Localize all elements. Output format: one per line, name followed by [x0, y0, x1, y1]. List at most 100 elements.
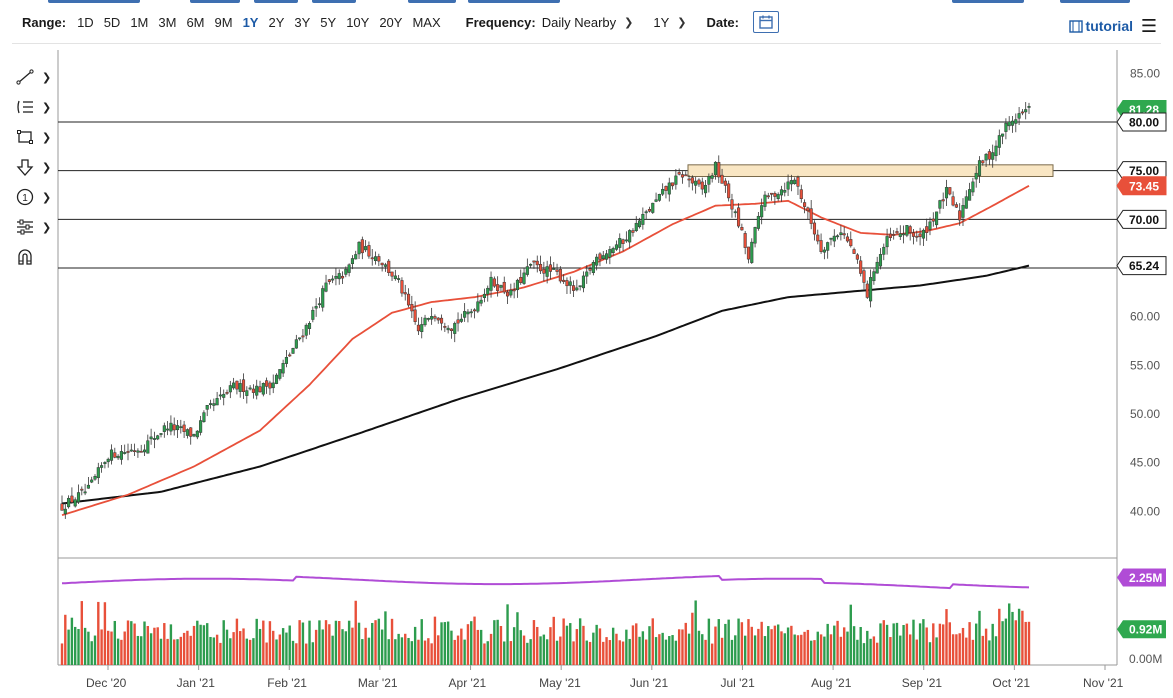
candle-body [496, 284, 500, 291]
candle-body [911, 232, 916, 237]
volume-bar [747, 619, 750, 665]
range-button-10y[interactable]: 10Y [346, 14, 370, 30]
rectangle-tool[interactable]: ❯ [16, 122, 56, 152]
candle-body [796, 176, 800, 187]
calendar-icon[interactable] [753, 11, 779, 33]
volume-bar [473, 616, 476, 665]
volume-bar [437, 635, 440, 665]
volume-bar [598, 628, 602, 665]
candle-body [601, 255, 605, 259]
menu-icon[interactable]: ☰ [1140, 16, 1157, 36]
candle-body [733, 211, 737, 214]
fib-tool[interactable]: ❯ [16, 92, 56, 122]
arrow-down-tool-icon [16, 158, 34, 176]
volume-bar [347, 620, 351, 665]
line-tool[interactable]: ❯ [16, 62, 56, 92]
volume-bar [872, 636, 876, 665]
candle-body [301, 335, 305, 338]
range-button-1d[interactable]: 1D [77, 14, 94, 30]
range-button-20y[interactable]: 20Y [379, 14, 403, 30]
top-tab-stub [468, 0, 560, 3]
candle-body [512, 289, 516, 292]
candle-body [152, 438, 156, 440]
arrow-tool[interactable]: ❯ [16, 152, 56, 182]
y-tick-label: 60.00 [1130, 310, 1160, 324]
candle-body [624, 239, 628, 242]
range-button-2y[interactable]: 2Y [268, 14, 285, 30]
candle-body [859, 260, 863, 274]
range-button-1y[interactable]: 1Y [242, 14, 259, 30]
volume-bar [255, 618, 258, 665]
volume-bar [1027, 621, 1031, 665]
range-button-5y[interactable]: 5Y [320, 14, 337, 30]
candle-body [915, 235, 919, 238]
chevron-down-icon[interactable]: ❯ [624, 16, 634, 29]
candle-body [314, 306, 318, 309]
candle-body [611, 248, 615, 253]
candle-body [558, 268, 562, 282]
volume-badge-label: 2.25M [1129, 571, 1162, 585]
candle-body [466, 311, 470, 315]
settings-tool[interactable]: ❯ [16, 212, 56, 242]
chevron-down-icon[interactable]: ❯ [677, 16, 687, 29]
period-select[interactable]: 1Y [653, 14, 670, 30]
range-button-3y[interactable]: 3Y [294, 14, 311, 30]
volume-bar [182, 632, 186, 665]
info-tool[interactable]: 1 ❯ [16, 182, 56, 212]
candle-body [133, 450, 137, 452]
candle-body [816, 234, 820, 242]
candle-body [119, 451, 123, 460]
candle-body [1001, 133, 1005, 137]
candle-body [265, 380, 269, 387]
volume-bar [750, 626, 753, 665]
volume-bar [143, 621, 146, 665]
candle-body [397, 278, 401, 280]
volume-bar [555, 640, 559, 665]
volume-bar [430, 643, 433, 665]
candle-body [103, 462, 107, 464]
range-button-1m[interactable]: 1M [130, 14, 149, 30]
range-button-max[interactable]: MAX [412, 14, 441, 30]
candle-body [803, 202, 807, 207]
candle-body [109, 449, 114, 461]
candle-body [360, 239, 364, 254]
candle-body [664, 186, 668, 191]
candle-body [400, 280, 404, 294]
volume-bar [126, 620, 130, 665]
candle-body [1010, 120, 1015, 126]
candle-body [192, 434, 196, 437]
volume-bar [456, 635, 460, 665]
volume-bar [674, 640, 678, 665]
magnet-tool[interactable] [16, 242, 56, 272]
volume-bar [509, 641, 513, 665]
candle-body [459, 318, 463, 322]
tutorial-link[interactable]: tutorial [1068, 18, 1133, 34]
candle-body [519, 277, 523, 283]
candle-body [380, 262, 384, 266]
volume-bar [367, 637, 371, 665]
volume-bar [486, 641, 489, 665]
range-button-3m[interactable]: 3M [158, 14, 177, 30]
candle-body [869, 277, 873, 302]
candle-body [875, 261, 879, 274]
frequency-select[interactable]: Daily Nearby [541, 14, 617, 30]
volume-bar [757, 628, 760, 665]
range-button-6m[interactable]: 6M [186, 14, 205, 30]
range-button-9m[interactable]: 9M [214, 14, 233, 30]
y-tick-label: 85.00 [1130, 66, 1160, 80]
candle-body [984, 153, 988, 161]
candle-body [888, 233, 892, 238]
volume-bar [710, 643, 714, 665]
range-button-5d[interactable]: 5D [103, 14, 121, 30]
candle-body [588, 268, 592, 271]
top-tab-stub [1060, 0, 1130, 3]
volume-bar [737, 618, 740, 665]
candle-body [288, 354, 292, 357]
candle-body [525, 266, 529, 275]
volume-bar [209, 636, 212, 665]
x-tick-label: Jul '21 [720, 676, 755, 690]
volume-bar [400, 637, 404, 665]
volume-bar [275, 639, 278, 665]
volume-bar [899, 635, 902, 665]
